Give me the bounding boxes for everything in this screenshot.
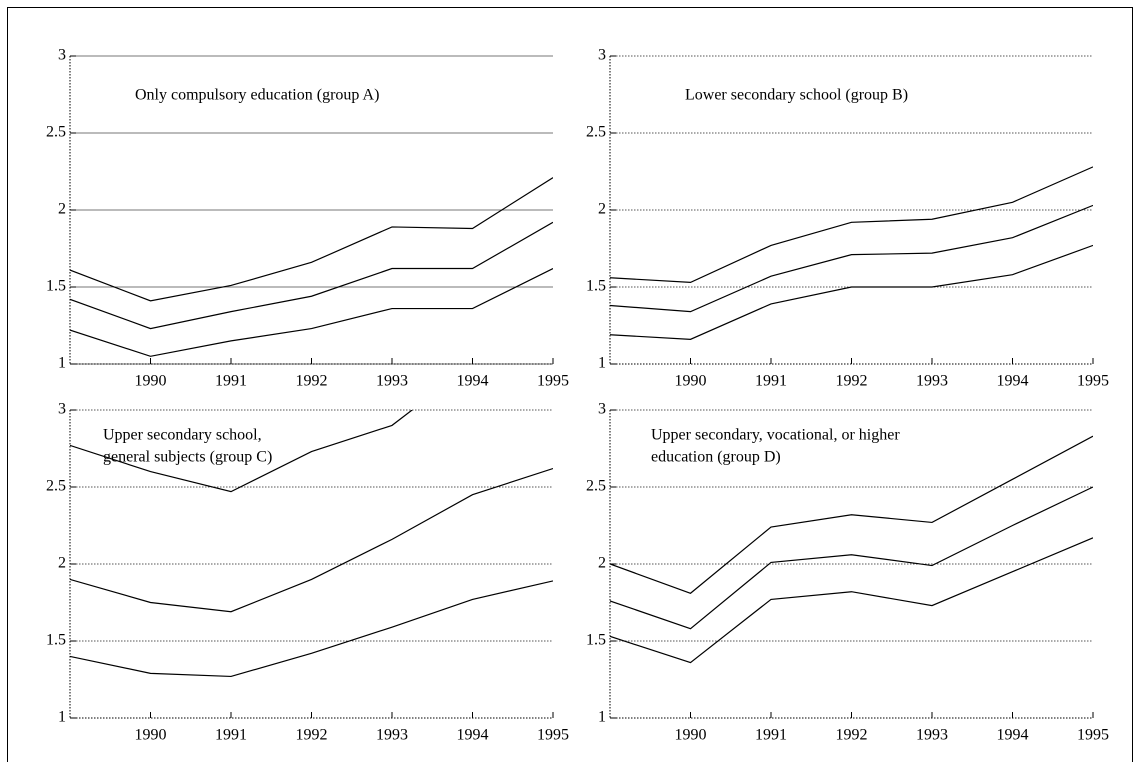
x-tick-label: 1991 (215, 373, 247, 390)
y-tick-label: 1.5 (46, 632, 66, 649)
x-tick-label: 1993 (916, 727, 948, 744)
series-line (70, 177, 553, 302)
panel: 1 1.5 2 2.5 3 1990 1991 1992 1993 1994 1995 Only co… (46, 47, 569, 390)
x-tick-label: 1992 (296, 727, 328, 744)
y-tick-label: 3 (598, 47, 606, 64)
y-tick-label: 2.5 (586, 478, 606, 495)
y-tick-label: 1 (598, 709, 606, 726)
x-tick-label: 1992 (836, 727, 868, 744)
panel: 1 1.5 2 2.5 3 1990 1991 1992 1993 1994 1995 Upper s… (586, 401, 1109, 744)
x-tick-label: 1994 (997, 727, 1029, 744)
x-tick-label: 1990 (135, 373, 167, 390)
y-tick-label: 3 (58, 401, 66, 418)
x-tick-label: 1990 (675, 727, 707, 744)
y-tick-label: 3 (598, 401, 606, 418)
y-tick-label: 1 (598, 355, 606, 372)
y-tick-label: 1.5 (586, 632, 606, 649)
series-line (70, 410, 414, 493)
series-line (70, 267, 553, 357)
y-tick-label: 1.5 (46, 278, 66, 295)
series-line (610, 244, 1093, 340)
x-tick-label: 1993 (376, 727, 408, 744)
series-line (70, 221, 553, 330)
x-tick-label: 1995 (537, 727, 569, 744)
x-tick-label: 1994 (457, 373, 489, 390)
y-tick-label: 2 (58, 555, 66, 572)
x-tick-label: 1991 (755, 373, 787, 390)
panel-title: Upper secondary school, (103, 427, 262, 444)
series-line (610, 204, 1093, 313)
y-tick-label: 1 (58, 355, 66, 372)
x-tick-label: 1994 (997, 373, 1029, 390)
y-tick-label: 2 (598, 201, 606, 218)
y-tick-label: 1.5 (586, 278, 606, 295)
frame (7, 7, 1133, 762)
panel-title: Upper secondary, vocational, or higher (651, 427, 900, 444)
series-line (70, 580, 553, 678)
series-line (610, 435, 1093, 594)
y-tick-label: 2.5 (46, 478, 66, 495)
y-tick-label: 2 (58, 201, 66, 218)
x-tick-label: 1995 (1077, 727, 1109, 744)
x-tick-label: 1992 (836, 373, 868, 390)
series-line (70, 467, 553, 613)
y-tick-label: 2.5 (46, 124, 66, 141)
x-tick-label: 1993 (916, 373, 948, 390)
x-tick-label: 1991 (215, 727, 247, 744)
panel-title: general subjects (group C) (103, 449, 272, 466)
panel-title: education (group D) (651, 449, 781, 466)
y-tick-label: 3 (58, 47, 66, 64)
series-line (610, 537, 1093, 664)
x-tick-label: 1992 (296, 373, 328, 390)
y-tick-label: 1 (58, 709, 66, 726)
y-tick-label: 2.5 (586, 124, 606, 141)
x-tick-label: 1990 (675, 373, 707, 390)
x-tick-label: 1995 (537, 373, 569, 390)
series-line (610, 486, 1093, 630)
panel-title: Lower secondary school (group B) (685, 87, 908, 104)
x-tick-label: 1995 (1077, 373, 1109, 390)
series-line (610, 166, 1093, 283)
x-tick-label: 1993 (376, 373, 408, 390)
y-tick-label: 2 (598, 555, 606, 572)
x-tick-label: 1994 (457, 727, 489, 744)
panel: 1 1.5 2 2.5 3 1990 1991 1992 1993 1994 1995 Lower s… (586, 47, 1109, 390)
x-tick-label: 1990 (135, 727, 167, 744)
x-tick-label: 1991 (755, 727, 787, 744)
panel: 1 1.5 2 2.5 3 1990 1991 1992 1993 1994 1995 Upper s… (46, 401, 569, 744)
panel-title: Only compulsory education (group A) (135, 87, 379, 104)
